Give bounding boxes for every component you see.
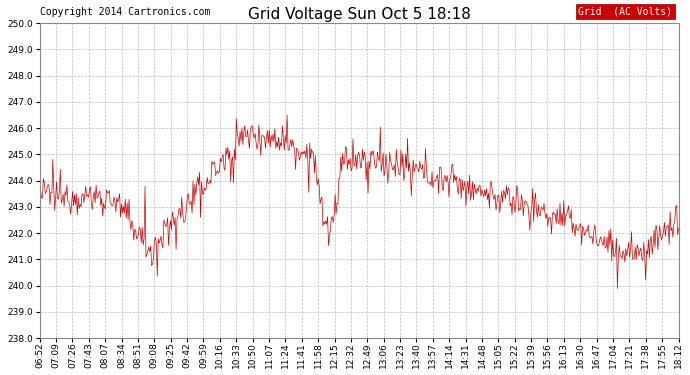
Title: Grid Voltage Sun Oct 5 18:18: Grid Voltage Sun Oct 5 18:18 (248, 7, 471, 22)
Text: Grid  (AC Volts): Grid (AC Volts) (578, 7, 672, 17)
Text: Copyright 2014 Cartronics.com: Copyright 2014 Cartronics.com (39, 7, 210, 17)
